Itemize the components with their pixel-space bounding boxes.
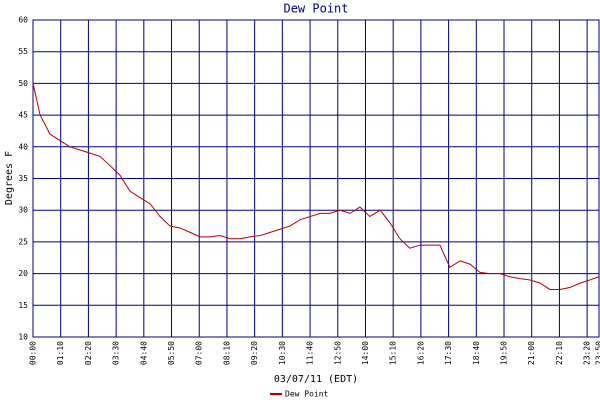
x-tick-label: 04:40 bbox=[139, 341, 148, 365]
x-tick-label: 23:50 bbox=[595, 341, 600, 365]
plot-border bbox=[32, 19, 600, 338]
x-tick-label: 14:00 bbox=[361, 341, 370, 365]
x-tick-label: 15:10 bbox=[389, 341, 398, 365]
x-tick-label: 18:40 bbox=[472, 341, 481, 365]
y-tick-label: 25 bbox=[18, 237, 28, 246]
x-tick-label: 02:20 bbox=[84, 341, 93, 365]
chart-title: Dew Point bbox=[283, 2, 348, 16]
y-tick-label: 35 bbox=[18, 174, 28, 183]
data-line bbox=[32, 83, 600, 290]
y-tick-label: 40 bbox=[18, 142, 28, 151]
x-tick-label: 19:50 bbox=[500, 341, 509, 365]
y-tick-label: 30 bbox=[18, 206, 28, 215]
x-tick-label: 22:10 bbox=[555, 341, 564, 365]
y-axis-label: Degrees F bbox=[4, 151, 15, 205]
x-tick-label: 09:20 bbox=[250, 341, 259, 365]
y-tick-label: 45 bbox=[18, 111, 28, 120]
y-tick-label: 50 bbox=[18, 79, 28, 88]
x-tick-label: 17:30 bbox=[444, 341, 453, 365]
y-tick-label: 10 bbox=[18, 333, 28, 342]
y-tick-label: 55 bbox=[18, 47, 28, 56]
x-tick-label: 11:40 bbox=[306, 341, 315, 365]
x-tick-label: 16:20 bbox=[416, 341, 425, 365]
x-tick-label: 08:10 bbox=[222, 341, 231, 365]
x-axis-label: 03/07/11 (EDT) bbox=[274, 374, 358, 385]
y-tick-label: 60 bbox=[18, 16, 28, 25]
x-tick-label: 00:00 bbox=[29, 341, 38, 365]
x-tick-label: 03:30 bbox=[112, 341, 121, 365]
x-tick-label: 07:00 bbox=[195, 341, 204, 365]
x-tick-label: 10:30 bbox=[278, 341, 287, 365]
x-tick-label: 21:00 bbox=[527, 341, 536, 365]
x-tick-label: 23:20 bbox=[583, 341, 592, 365]
x-tick-label: 01:10 bbox=[56, 341, 65, 365]
x-tick-label: 05:50 bbox=[167, 341, 176, 365]
y-tick-label: 20 bbox=[18, 269, 28, 278]
legend-label: Dew Point bbox=[285, 390, 329, 399]
y-tick-label: 15 bbox=[18, 301, 28, 310]
x-tick-label: 12:50 bbox=[333, 341, 342, 365]
